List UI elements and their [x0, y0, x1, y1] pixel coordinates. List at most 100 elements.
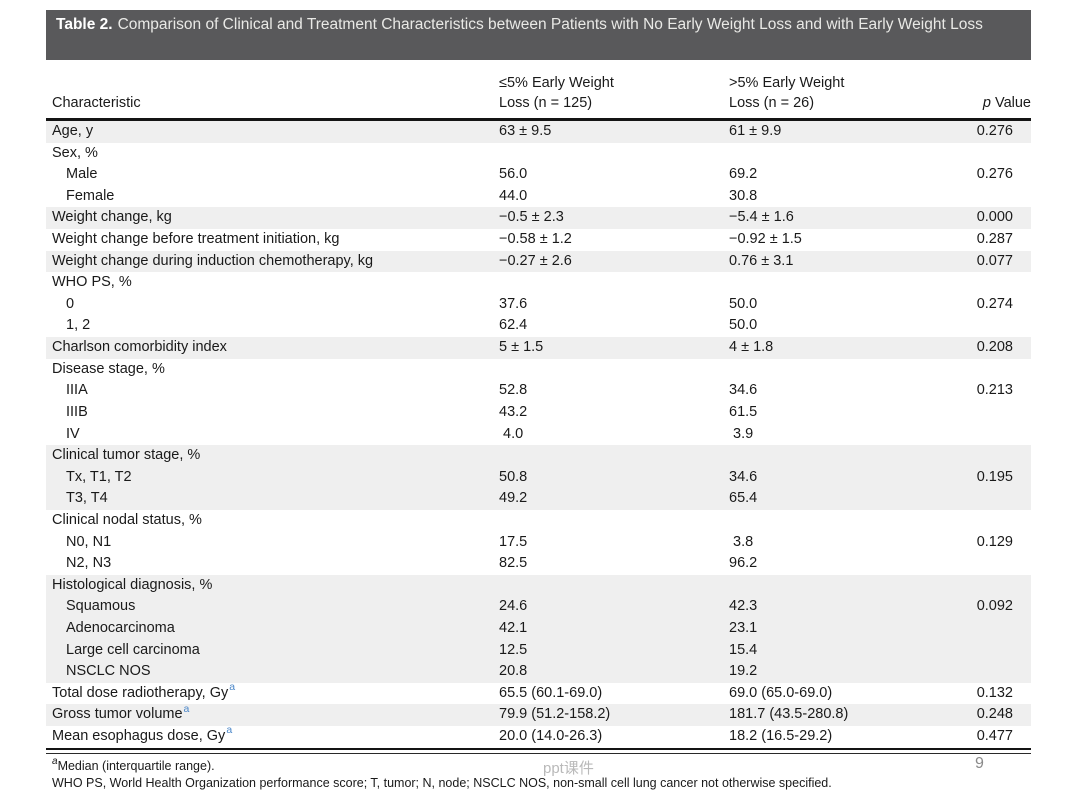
pvalue-cell — [969, 640, 1031, 662]
pvalue-cell — [969, 510, 1031, 532]
gt5-value-cell: 96.2 — [729, 555, 758, 572]
pvalue-cell — [969, 186, 1031, 208]
le5-value-cell: −0.27 ± 2.6 — [499, 252, 572, 269]
characteristic-cell: Sex, % — [52, 144, 98, 161]
pvalue-cell: 0.287 — [976, 231, 1013, 248]
table-row: Histological diagnosis, % — [46, 574, 1031, 597]
table-row: Gross tumor volumea 79.9 (51.2-158.2) 181.… — [46, 704, 1031, 727]
table-row: Weight change during induction chemother… — [46, 250, 1031, 273]
superscript-a-marker: a — [183, 704, 190, 715]
table-row: Squamous 24.6 42.3 0.092 — [46, 596, 1031, 619]
footnotes: aMedian (interquartile range). WHO PS, W… — [46, 754, 1031, 792]
gt5-value-cell — [729, 575, 969, 597]
gt5-value-cell: 15.4 — [729, 641, 758, 658]
table-row: Age, y 63 ± 9.5 61 ± 9.9 0.276 — [46, 121, 1031, 143]
pvalue-cell: 0.092 — [976, 598, 1013, 615]
table-row: Mean esophagus dose, Gya 20.0 (14.0-26.3)… — [46, 726, 1031, 748]
column-header-gt5-line2: Loss (n = 26) — [729, 95, 815, 111]
characteristic-cell: IIIB — [66, 403, 88, 420]
gt5-value-cell: −5.4 ± 1.6 — [729, 209, 794, 226]
pvalue-cell: 0.274 — [976, 295, 1013, 312]
table-row: Weight change, kg −0.5 ± 2.3 −5.4 ± 1.6 0.0… — [46, 207, 1031, 230]
table-row: Adenocarcinoma 42.1 23.1 — [46, 618, 1031, 640]
pvalue-cell: 0.477 — [976, 728, 1013, 745]
le5-value-cell: 56.0 — [499, 166, 528, 183]
gt5-value-cell: 4 ± 1.8 — [729, 339, 774, 356]
pvalue-cell: 0.213 — [976, 382, 1013, 399]
pvalue-cell: 0.208 — [976, 339, 1013, 356]
pvalue-cell: 0.000 — [976, 209, 1013, 226]
characteristic-cell: Weight change, kg — [52, 209, 172, 226]
le5-value-cell: 79.9 (51.2-158.2) — [499, 706, 611, 723]
characteristic-cell: T3, T4 — [66, 490, 108, 507]
characteristic-cell: Large cell carcinoma — [66, 641, 200, 658]
table-row: Male 56.0 69.2 0.276 — [46, 164, 1031, 186]
table-title-text: Comparison of Clinical and Treatment Cha… — [117, 16, 983, 33]
footnote-marker-a: a — [52, 755, 58, 767]
characteristic-cell: N0, N1 — [66, 533, 112, 550]
characteristic-cell: N2, N3 — [66, 555, 112, 572]
table-row: T3, T4 49.2 65.4 — [46, 488, 1031, 510]
gt5-value-cell: 69.2 — [729, 166, 758, 183]
le5-value-cell: 4.0 — [499, 425, 524, 442]
gt5-value-cell — [729, 359, 969, 381]
page-number: 9 — [975, 755, 984, 772]
column-header-pvalue: p Value — [969, 93, 1031, 113]
footnote-median: aMedian (interquartile range). — [52, 755, 1031, 775]
pvalue-italic-p: p — [982, 95, 991, 111]
characteristic-cell: Gross tumor volumea — [52, 704, 190, 723]
le5-value-cell: 62.4 — [499, 317, 528, 334]
pvalue-cell — [969, 553, 1031, 575]
watermark-text: ppt课件 — [543, 760, 594, 777]
table-row: Large cell carcinoma 12.5 15.4 — [46, 639, 1031, 662]
le5-value-cell — [499, 272, 729, 294]
pvalue-cell — [969, 575, 1031, 597]
characteristic-cell: Male — [66, 166, 98, 183]
column-header-row: Characteristic ≤5% Early Weight Loss (n … — [46, 60, 1031, 121]
pvalue-cell — [969, 424, 1031, 446]
table-row: Female 44.0 30.8 — [46, 186, 1031, 208]
table-number-label: Table 2. — [56, 16, 113, 33]
characteristic-cell: Female — [66, 187, 115, 204]
pvalue-cell: 0.276 — [976, 166, 1013, 183]
le5-value-cell — [499, 359, 729, 381]
le5-value-cell: 37.6 — [499, 295, 528, 312]
column-header-gt5-line1: >5% Early Weight — [729, 75, 845, 91]
le5-value-cell: 17.5 — [499, 533, 528, 550]
pvalue-cell — [969, 315, 1031, 337]
table-body: Age, y 63 ± 9.5 61 ± 9.9 0.276 Sex, % Male 56.… — [46, 121, 1031, 748]
table-row: WHO PS, % — [46, 272, 1031, 294]
pvalue-cell: 0.248 — [976, 706, 1013, 723]
characteristic-cell: Charlson comorbidity index — [52, 339, 227, 356]
table-row: Charlson comorbidity index 5 ± 1.5 4 ± 1.8… — [46, 337, 1031, 359]
column-header-le5-group: ≤5% Early Weight Loss (n = 125) — [499, 73, 729, 113]
le5-value-cell: 20.8 — [499, 663, 528, 680]
characteristic-cell: 1, 2 — [66, 317, 91, 334]
characteristic-cell: Total dose radiotherapy, Gya — [52, 682, 236, 701]
le5-value-cell: 63 ± 9.5 — [499, 123, 552, 139]
characteristic-cell: Squamous — [66, 598, 136, 615]
le5-value-cell: 82.5 — [499, 555, 528, 572]
le5-value-cell: −0.58 ± 1.2 — [499, 231, 572, 248]
pvalue-cell: 0.276 — [976, 123, 1013, 139]
table-row: Weight change before treatment initiatio… — [46, 229, 1031, 251]
gt5-value-cell: 18.2 (16.5-29.2) — [729, 728, 833, 745]
footnote-median-text: Median (interquartile range). — [57, 758, 215, 773]
table-row: 1, 2 62.4 50.0 — [46, 315, 1031, 337]
le5-value-cell: 43.2 — [499, 403, 528, 420]
table-row: 0 37.6 50.0 0.274 — [46, 294, 1031, 316]
pvalue-cell — [969, 661, 1031, 683]
pvalue-cell — [969, 445, 1031, 467]
le5-value-cell — [499, 445, 729, 467]
characteristic-cell: Adenocarcinoma — [66, 620, 175, 637]
pvalue-cell: 0.132 — [976, 684, 1013, 701]
gt5-value-cell: 3.9 — [729, 425, 754, 442]
table2-card: Table 2. Comparison of Clinical and Treat… — [46, 10, 1031, 792]
characteristic-cell: Age, y — [52, 123, 94, 139]
characteristic-cell: Mean esophagus dose, Gya — [52, 726, 233, 745]
column-header-le5-line1: ≤5% Early Weight — [499, 75, 614, 91]
le5-value-cell — [499, 143, 729, 165]
table-row: IV 4.0 3.9 — [46, 424, 1031, 446]
le5-value-cell: 12.5 — [499, 641, 528, 658]
